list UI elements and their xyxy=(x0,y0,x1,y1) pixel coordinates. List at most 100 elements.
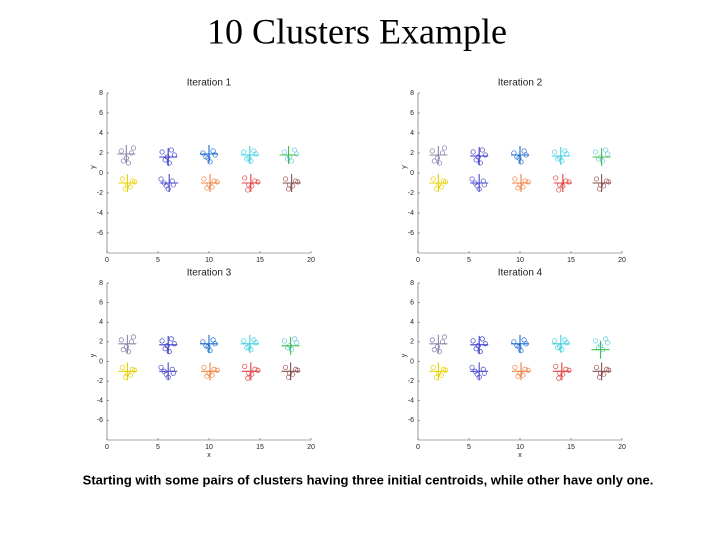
y-tick-label: 8 xyxy=(410,280,414,287)
data-point xyxy=(592,149,599,155)
centroid xyxy=(591,340,610,359)
centroid xyxy=(429,146,448,164)
data-point xyxy=(212,152,218,158)
data-point xyxy=(248,347,254,353)
data-point xyxy=(282,364,289,370)
data-point xyxy=(162,157,168,163)
centroid xyxy=(551,334,570,353)
y-axis-label: y xyxy=(90,165,97,169)
centroid xyxy=(201,362,220,381)
data-point xyxy=(434,344,440,350)
data-point xyxy=(479,336,485,342)
data-point xyxy=(434,155,440,161)
y-tick-label: -4 xyxy=(408,398,414,405)
data-point xyxy=(473,157,479,163)
y-tick-label: -4 xyxy=(408,210,414,217)
x-tick-label: 20 xyxy=(618,257,626,264)
y-tick-label: 2 xyxy=(410,339,414,346)
data-point xyxy=(469,364,475,370)
data-point xyxy=(159,149,165,155)
data-point xyxy=(442,179,449,185)
data-point xyxy=(512,176,518,182)
x-tick-label: 15 xyxy=(567,444,575,451)
y-tick-label: 4 xyxy=(410,319,414,326)
data-point xyxy=(430,176,436,182)
x-tick-label: 5 xyxy=(156,257,160,264)
y-axis-label: y xyxy=(90,353,97,357)
y-tick-label: 6 xyxy=(99,110,103,117)
centroid xyxy=(281,336,300,355)
x-tick-label: 10 xyxy=(205,257,213,264)
data-point xyxy=(203,154,209,160)
data-point xyxy=(292,336,298,342)
x-axis-label: x xyxy=(518,452,522,459)
data-point xyxy=(119,364,125,370)
data-point xyxy=(168,336,174,342)
subplot-title: Iteration 1 xyxy=(187,78,232,89)
subplot-title: Iteration 3 xyxy=(187,268,232,279)
y-tick-label: 2 xyxy=(410,150,414,157)
x-axis-label: x xyxy=(207,452,211,459)
data-point xyxy=(118,337,124,343)
centroid xyxy=(429,174,448,192)
data-point xyxy=(477,349,483,355)
data-point xyxy=(603,147,609,153)
data-point xyxy=(128,150,135,156)
y-tick-label: -6 xyxy=(97,417,103,424)
data-point xyxy=(120,158,126,164)
data-point xyxy=(521,337,527,343)
data-point xyxy=(593,364,600,370)
y-tick-label: 2 xyxy=(99,150,103,157)
data-point xyxy=(162,346,168,352)
caption: Starting with some pairs of clusters hav… xyxy=(83,472,654,487)
data-point xyxy=(245,375,251,381)
y-tick-label: 8 xyxy=(99,90,103,97)
data-point xyxy=(605,151,611,157)
data-point xyxy=(171,341,177,347)
y-axis-label: y xyxy=(401,353,408,357)
x-tick-label: 10 xyxy=(516,444,524,451)
data-point xyxy=(284,156,291,162)
y-tick-label: 2 xyxy=(99,339,103,346)
data-point xyxy=(249,183,255,189)
data-point xyxy=(165,186,171,192)
data-point xyxy=(204,185,210,191)
data-point xyxy=(429,337,435,343)
data-point xyxy=(564,340,570,346)
data-point xyxy=(606,179,612,185)
centroid xyxy=(470,335,489,354)
data-point xyxy=(214,367,220,373)
centroid xyxy=(201,174,220,192)
data-point xyxy=(158,176,164,182)
y-tick-label: -6 xyxy=(97,230,103,237)
data-point xyxy=(430,364,436,370)
data-point xyxy=(123,344,129,350)
data-point xyxy=(518,159,524,165)
centroid xyxy=(241,362,260,381)
centroid xyxy=(470,362,489,381)
centroid xyxy=(200,334,218,353)
data-point xyxy=(515,185,521,191)
data-point xyxy=(255,179,261,185)
centroid xyxy=(118,334,137,353)
data-point xyxy=(159,338,165,344)
y-tick-label: -2 xyxy=(97,378,103,385)
data-point xyxy=(512,364,518,370)
data-point xyxy=(253,340,259,346)
centroid xyxy=(592,148,611,166)
data-point xyxy=(166,349,172,355)
data-point xyxy=(201,364,207,370)
x-tick-label: 0 xyxy=(416,257,420,264)
data-point xyxy=(207,348,213,354)
y-tick-label: 8 xyxy=(410,90,414,97)
data-point xyxy=(241,338,247,344)
centroid xyxy=(282,174,301,192)
y-tick-label: 6 xyxy=(410,110,414,117)
data-point xyxy=(515,373,521,379)
data-point xyxy=(559,347,565,353)
data-point xyxy=(470,149,476,155)
x-tick-label: 15 xyxy=(256,257,264,264)
data-point xyxy=(294,151,300,157)
centroid xyxy=(159,148,178,166)
